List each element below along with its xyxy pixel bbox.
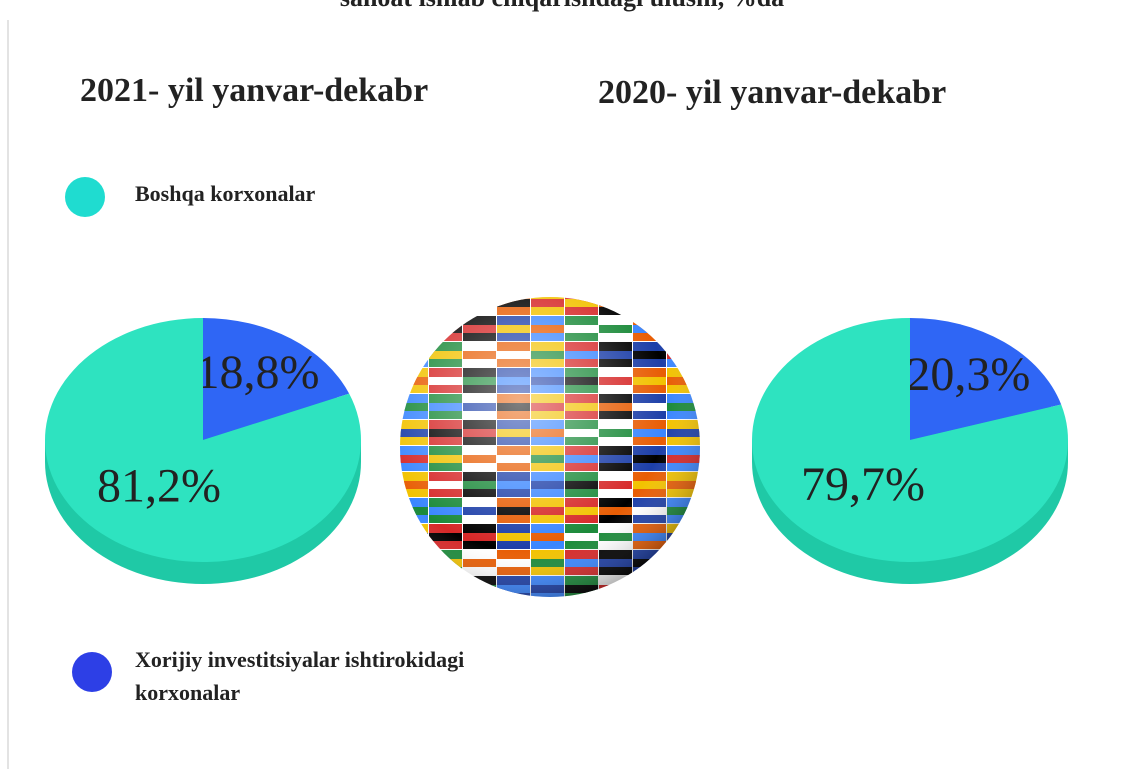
flag-stripe <box>463 585 496 593</box>
flag <box>400 316 428 341</box>
flag-stripe <box>633 299 666 307</box>
flag-stripe <box>667 299 700 307</box>
flag <box>701 394 734 419</box>
flag <box>701 550 734 575</box>
chart-title: 2021- yil yanvar-dekabr <box>80 72 428 109</box>
flag-stripe <box>701 299 734 307</box>
flag-stripe <box>400 559 428 567</box>
globe-shade <box>400 297 700 597</box>
legend-dot <box>72 652 112 692</box>
flag-stripe <box>429 299 462 307</box>
flag <box>667 550 700 575</box>
flag-stripe <box>667 559 700 567</box>
flag-stripe <box>701 403 734 411</box>
flag <box>701 316 734 341</box>
flag <box>429 297 462 315</box>
flag-stripe <box>400 299 428 307</box>
pie-label: 79,7% <box>801 458 925 511</box>
flag <box>701 368 734 393</box>
flag <box>701 290 734 315</box>
flag-stripe <box>667 351 700 359</box>
flag <box>667 576 700 597</box>
flag-stripe <box>667 585 700 593</box>
flag-stripe <box>701 481 734 489</box>
flag <box>400 576 428 597</box>
pie-label: 20,3% <box>906 348 1030 401</box>
pie-slice <box>203 318 350 440</box>
flag <box>400 297 428 315</box>
flag-stripe <box>429 585 462 593</box>
flag <box>701 472 734 497</box>
flag-stripe <box>633 585 666 593</box>
flag-stripe <box>701 351 734 359</box>
flag-stripe <box>400 351 428 359</box>
flag <box>701 342 734 367</box>
flag-stripe <box>701 377 734 385</box>
flag-stripe <box>400 585 428 593</box>
legend-label: Boshqa korxonalar <box>135 181 316 206</box>
flag-stripe <box>701 507 734 515</box>
flag-stripe <box>463 299 496 307</box>
flag <box>400 342 428 367</box>
flag-stripe <box>701 585 734 593</box>
flag <box>701 498 734 523</box>
flag-stripe <box>701 325 734 333</box>
flag-stripe <box>400 325 428 333</box>
flag <box>400 524 428 549</box>
flag <box>400 550 428 575</box>
page-title: sanoat ishlab chiqarishdagi ulushi, %da <box>340 0 784 12</box>
flag-stripe <box>701 533 734 541</box>
pie-slice <box>752 318 1068 562</box>
flag-stripe <box>667 325 700 333</box>
flag-stripe <box>400 533 428 541</box>
legend-label: Xorijiy investitsiyalar ishtirokidagi kor… <box>135 647 464 705</box>
legend-dot <box>65 177 105 217</box>
flag-stripe <box>701 429 734 437</box>
flag <box>701 446 734 471</box>
flag <box>633 297 666 315</box>
pie-label: 81,2% <box>97 460 221 513</box>
flag <box>667 316 700 341</box>
pie-slice <box>910 318 1062 440</box>
flag <box>701 524 734 549</box>
chart-title: 2020- yil yanvar-dekabr <box>598 74 946 111</box>
flag-stripe <box>599 299 632 307</box>
flag-stripe <box>701 455 734 463</box>
pie-slice <box>45 318 362 562</box>
flag <box>429 576 462 597</box>
flag <box>667 297 700 315</box>
flag <box>701 576 734 601</box>
flag <box>701 420 734 445</box>
pie-label: 18,8% <box>196 346 320 399</box>
flag-stripe <box>701 559 734 567</box>
flag <box>633 576 666 597</box>
